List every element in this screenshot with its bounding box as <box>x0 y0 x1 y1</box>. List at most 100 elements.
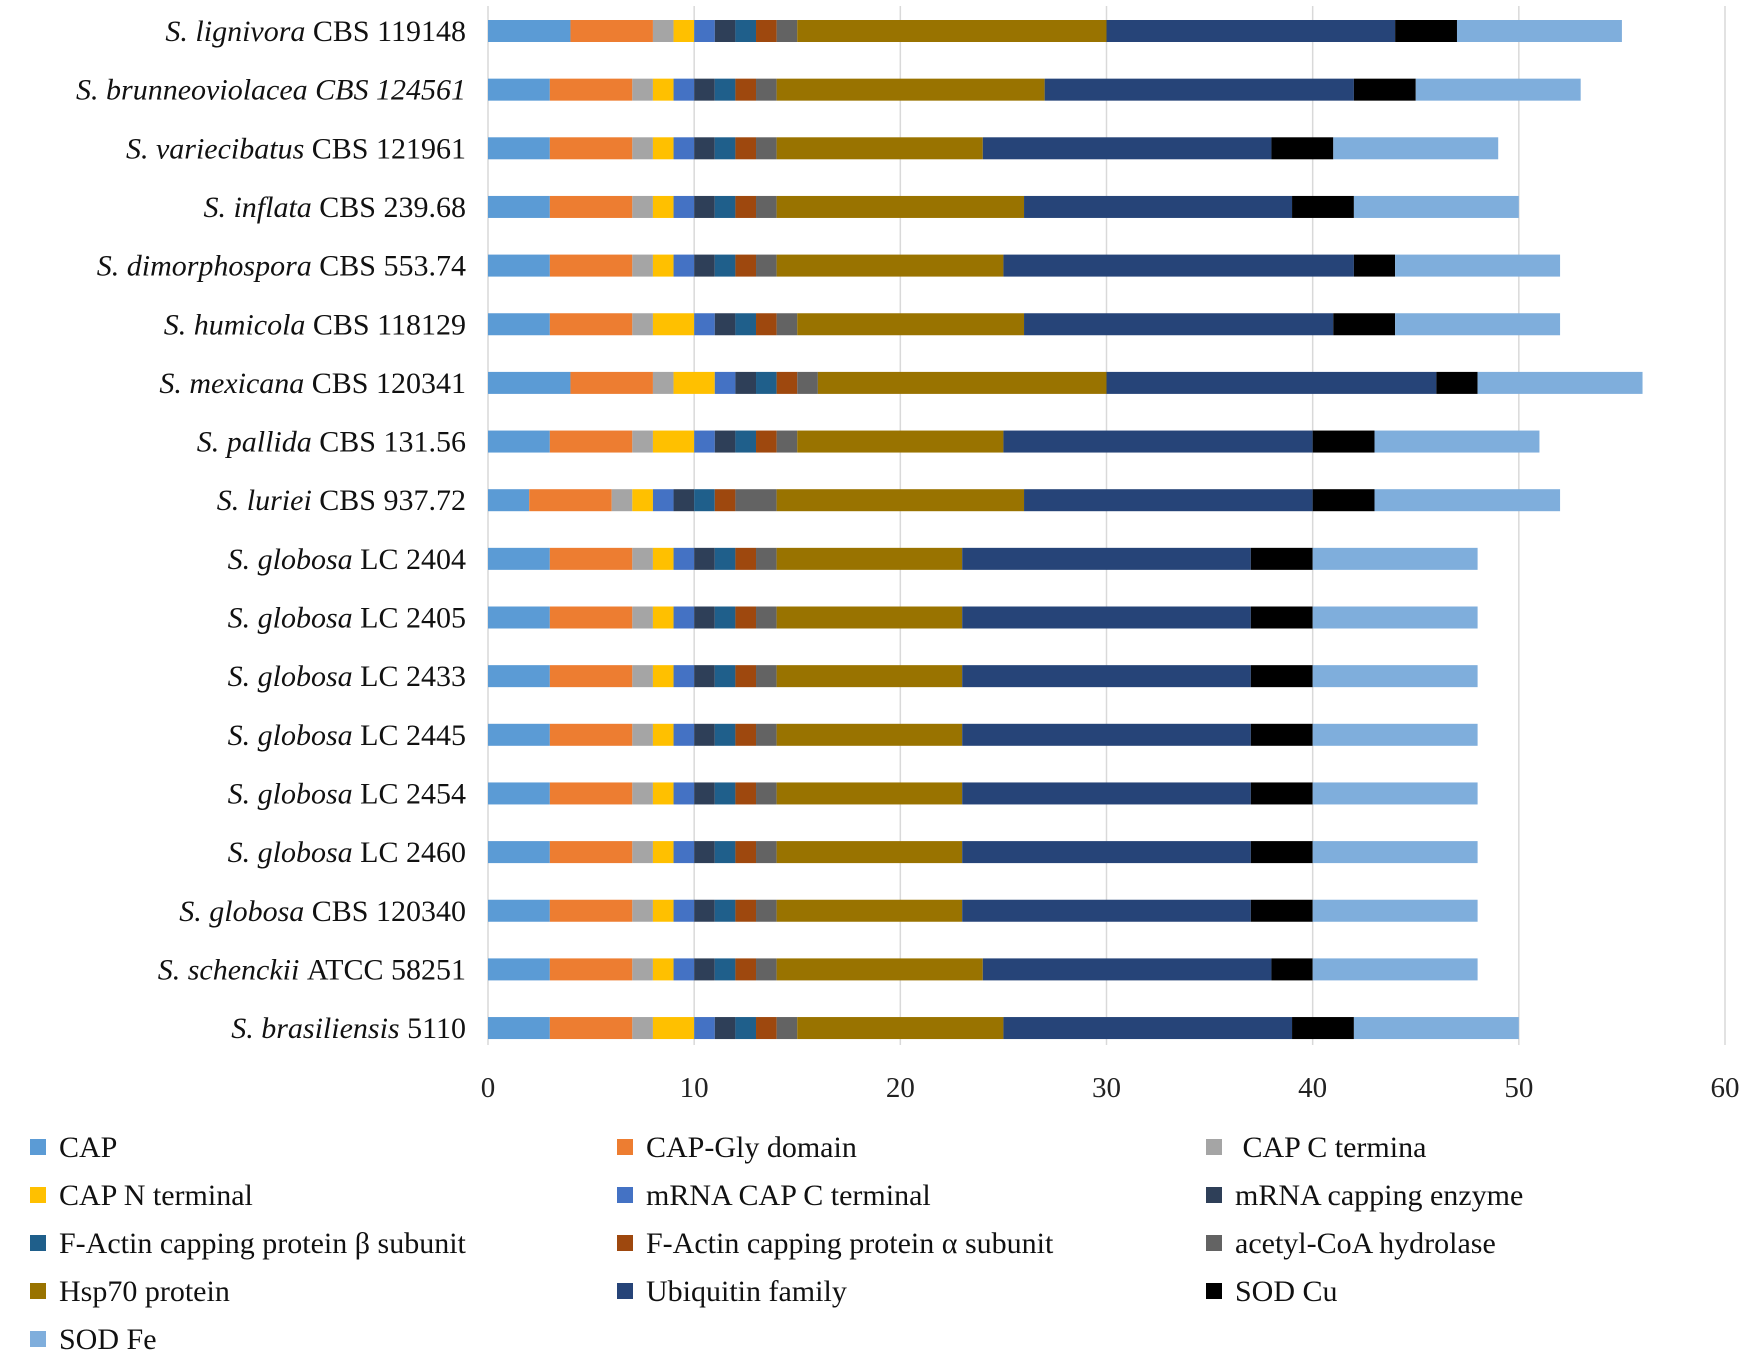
bar-segment-cap-n-terminal <box>632 489 653 512</box>
bar-segment-ubiquitin-family <box>1003 430 1313 453</box>
category-species: S. globosa <box>228 660 353 693</box>
bar-segment-sod-cu <box>1250 606 1313 629</box>
bar-segment-cap-c-termina <box>632 547 653 570</box>
bar-row <box>488 958 1478 981</box>
bar-segment-hsp70-protein <box>776 723 963 746</box>
bar-segment-hsp70-protein <box>776 78 1045 101</box>
bar-segment-f-actin-capping-protein-subunit <box>714 489 736 512</box>
bar-segment-cap-n-terminal <box>673 20 695 42</box>
bar-segment-mrna-cap-c-terminal <box>694 20 715 42</box>
bar-segment-cap-gly-domain <box>549 137 633 160</box>
bar-segment-cap-n-terminal <box>652 78 674 101</box>
category-species: S. globosa <box>179 895 304 928</box>
bar-segment-f-actin-capping-protein-subunit <box>735 547 757 570</box>
category-strain: LC 2454 <box>353 777 466 810</box>
bar-segment-mrna-cap-c-terminal <box>673 958 695 981</box>
legend-swatch <box>617 1187 633 1203</box>
bar-segment-mrna-cap-c-terminal <box>673 137 695 160</box>
bar-segment-cap-gly-domain <box>549 723 633 746</box>
bar-segment-f-actin-capping-protein-subunit <box>735 430 757 453</box>
bar-segment-f-actin-capping-protein-subunit <box>735 782 757 805</box>
legend-item: CAP <box>30 1131 117 1164</box>
bar-segment-acetyl-coa-hydrolase <box>756 137 777 160</box>
bar-segment-cap-n-terminal <box>652 899 674 922</box>
bar-segment-mrna-capping-enzyme <box>694 841 715 864</box>
legend-item: SOD Fe <box>30 1323 157 1356</box>
bar-segment-mrna-cap-c-terminal <box>673 195 695 218</box>
bar-segment-f-actin-capping-protein-subunit <box>735 958 757 981</box>
legend-item: F-Actin capping protein β subunit <box>30 1227 467 1260</box>
category-strain: CBS 937.72 <box>312 484 466 517</box>
bar-segment-mrna-cap-c-terminal <box>694 313 715 336</box>
bar-segment-f-actin-capping-protein-subunit <box>756 20 777 42</box>
bar-segment-ubiquitin-family <box>962 782 1251 805</box>
bar-segment-cap-n-terminal <box>652 195 674 218</box>
bar-segment-mrna-capping-enzyme <box>694 137 715 160</box>
bar-row <box>488 195 1519 218</box>
bar-segment-sod-fe <box>1395 254 1561 277</box>
x-tick-label: 10 <box>680 1072 709 1104</box>
category-species: S. pallida <box>197 426 312 459</box>
bar-segment-hsp70-protein <box>776 137 983 160</box>
bar-segment-cap-gly-domain <box>529 489 612 512</box>
bar-segment-cap-n-terminal <box>652 782 674 805</box>
category-species: S. globosa <box>228 543 353 576</box>
bar-segment-cap-c-termina <box>632 254 653 277</box>
bar-segment-f-actin-capping-protein-subunit <box>735 665 757 688</box>
category-label: S. brasiliensis 5110 <box>231 1012 466 1045</box>
category-strain: LC 2445 <box>353 719 466 752</box>
bar-segment-f-actin-capping-protein-subunit <box>714 958 736 981</box>
bar-segment-cap-c-termina <box>632 195 653 218</box>
bar-segment-cap-n-terminal <box>652 1017 695 1040</box>
bar-segment-f-actin-capping-protein-subunit <box>756 1017 777 1040</box>
bar-segment-f-actin-capping-protein-subunit <box>735 606 757 629</box>
bar-segment-sod-cu <box>1250 723 1313 746</box>
bar-segment-acetyl-coa-hydrolase <box>735 489 777 512</box>
category-species: S. lignivora <box>165 15 305 48</box>
bar-segment-cap <box>488 78 550 101</box>
bar-segment-ubiquitin-family <box>1003 254 1354 277</box>
bar-segment-cap <box>488 137 550 160</box>
bar-segment-ubiquitin-family <box>1024 489 1313 512</box>
legend-label: Ubiquitin family <box>646 1275 847 1308</box>
bar-segment-ubiquitin-family <box>1024 195 1293 218</box>
bar-segment-f-actin-capping-protein-subunit <box>776 371 798 394</box>
bar-segment-cap <box>488 665 550 688</box>
bar-segment-sod-fe <box>1312 665 1478 688</box>
bar-segment-cap-n-terminal <box>652 254 674 277</box>
bar-segment-hsp70-protein <box>776 254 1004 277</box>
category-label: S. globosa LC 2405 <box>228 602 466 635</box>
bar-segment-f-actin-capping-protein-subunit <box>714 606 736 629</box>
bar-segment-sod-cu <box>1292 195 1354 218</box>
bar-segment-cap-c-termina <box>632 606 653 629</box>
bar-segment-hsp70-protein <box>776 782 963 805</box>
bar-segment-acetyl-coa-hydrolase <box>776 313 798 336</box>
legend-swatch <box>617 1283 633 1299</box>
bar-segment-cap <box>488 489 530 512</box>
category-strain: LC 2460 <box>353 836 466 869</box>
category-labels: S. lignivora CBS 119148 S. brunneoviolace… <box>76 15 466 1045</box>
bar-segment-mrna-cap-c-terminal <box>673 254 695 277</box>
bar-row <box>488 547 1478 570</box>
legend-label: F-Actin capping protein α subunit <box>646 1227 1054 1260</box>
bar-segment-cap-gly-domain <box>549 606 633 629</box>
bar-segment-mrna-capping-enzyme <box>714 430 736 453</box>
bar-segment-sod-cu <box>1395 20 1457 42</box>
bar-segment-mrna-capping-enzyme <box>714 1017 736 1040</box>
bar-segment-sod-fe <box>1312 958 1478 981</box>
bar-segment-sod-cu <box>1312 489 1375 512</box>
bar-segment-f-actin-capping-protein-subunit <box>735 841 757 864</box>
bar-segment-f-actin-capping-protein-subunit <box>714 841 736 864</box>
bar-segment-cap-gly-domain <box>549 195 633 218</box>
legend-swatch <box>1206 1283 1222 1299</box>
bar-segment-mrna-cap-c-terminal <box>673 782 695 805</box>
category-species: S. dimorphospora <box>97 250 312 283</box>
legend-swatch <box>30 1235 46 1251</box>
category-label: S. globosa LC 2433 <box>228 660 466 693</box>
bar-segment-acetyl-coa-hydrolase <box>776 430 798 453</box>
legend-item: F-Actin capping protein α subunit <box>617 1227 1054 1260</box>
bar-segment-sod-fe <box>1353 195 1519 218</box>
category-label: S. globosa CBS 120340 <box>179 895 466 928</box>
bar-segment-acetyl-coa-hydrolase <box>756 254 777 277</box>
bar-segment-cap-gly-domain <box>549 782 633 805</box>
